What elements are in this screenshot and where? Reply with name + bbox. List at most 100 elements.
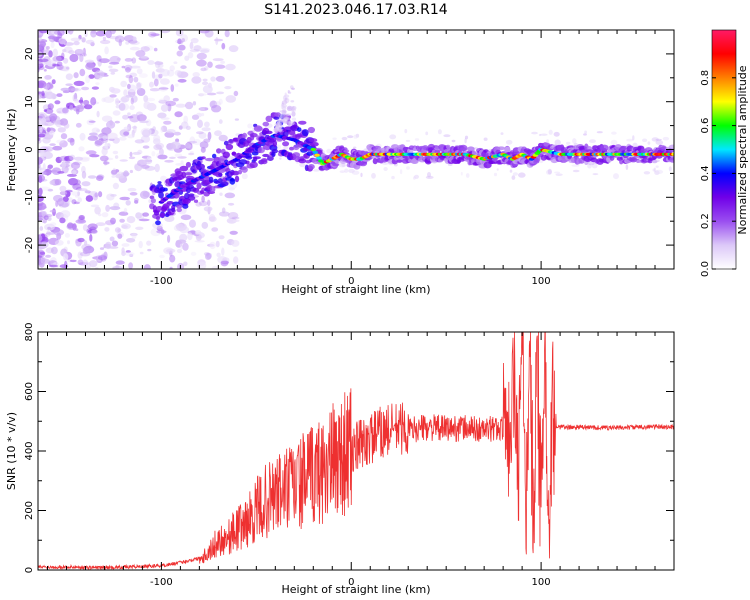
spectral-peak (316, 156, 322, 160)
spectral-blob (194, 230, 202, 235)
spectral-blob (145, 97, 156, 102)
spectral-blob (165, 100, 177, 107)
spectral-blob (425, 131, 429, 136)
spectral-blob (284, 120, 289, 124)
spectral-blob (203, 206, 213, 212)
spectral-blob (95, 30, 106, 37)
spectral-blob (198, 107, 209, 111)
spectral-blob (197, 261, 207, 269)
spectral-blob (146, 240, 152, 246)
spectral-blob (129, 151, 133, 157)
spectral-blob (190, 37, 199, 44)
spectral-blob (496, 168, 499, 171)
spectral-blob (115, 173, 125, 179)
spectral-blob (511, 175, 516, 180)
spectral-blob (94, 206, 101, 215)
spectral-blob (44, 108, 54, 114)
spectral-blob (184, 142, 192, 149)
spectral-blob (82, 247, 89, 255)
snr-y-tick-label: 600 (24, 382, 35, 401)
spectral-blob (348, 168, 355, 173)
spectral-blob (199, 30, 210, 34)
spectral-blob (371, 172, 376, 179)
spectral-blob (187, 140, 198, 144)
spectral-blob (271, 148, 278, 154)
spectral-blob (57, 111, 62, 114)
spectral-blob (38, 195, 44, 202)
spectral-blob (566, 141, 571, 145)
spectral-blob (176, 40, 184, 45)
spectral-blob (72, 161, 82, 166)
spectral-blob (168, 156, 176, 159)
spectral-blob (114, 155, 119, 159)
spectral-blob (118, 211, 129, 216)
spectral-peak (318, 159, 324, 163)
spectral-blob (39, 226, 44, 231)
spectral-blob (326, 148, 332, 154)
spectral-blob (208, 216, 217, 222)
spectral-blob (85, 150, 97, 155)
spectral-blob (282, 105, 286, 112)
spectrogram-x-ticks: -100 0 100 (46, 30, 675, 287)
spectral-blob (63, 42, 74, 46)
spectral-blob (202, 81, 209, 86)
spectral-blob (546, 139, 549, 144)
spectral-blob (195, 201, 202, 207)
spectral-blob (88, 191, 98, 196)
spectral-blob (256, 126, 263, 131)
spectral-blob (150, 198, 156, 204)
spectral-blob (79, 53, 84, 63)
spectral-blob (129, 40, 140, 46)
spectral-blob (218, 211, 230, 217)
spectral-blob (396, 159, 403, 163)
spectrogram-y-tick-label: 20 (24, 48, 35, 61)
spectral-blob (406, 166, 410, 170)
spectral-blob (71, 199, 77, 205)
spectral-blob (129, 192, 138, 196)
spectral-blob (465, 173, 470, 178)
spectral-blob (66, 173, 77, 177)
spectral-blob (187, 232, 193, 241)
spectral-blob (591, 163, 598, 169)
spectral-blob (109, 119, 113, 126)
spectral-blob (119, 218, 125, 223)
spectral-blob (111, 169, 118, 175)
spectral-blob (44, 223, 55, 231)
spectral-blob (175, 204, 183, 209)
spectral-blob (154, 60, 161, 69)
spectral-blob (38, 58, 49, 63)
spectral-blob (73, 80, 85, 86)
spectral-blob (48, 50, 53, 58)
spectral-blob (647, 141, 651, 145)
spectral-blob (483, 137, 488, 141)
spectral-blob (220, 260, 230, 265)
spectral-blob (123, 131, 129, 136)
spectral-blob (207, 131, 212, 141)
spectral-blob (109, 206, 121, 211)
spectral-blob (54, 30, 61, 35)
colorbar-ticks: 0.0 0.2 0.4 0.6 0.8 (700, 70, 736, 277)
spectral-blob (60, 87, 70, 92)
spectral-blob (183, 261, 188, 267)
spectral-blob (66, 66, 70, 70)
snr-y-tick-label: 0 (24, 567, 35, 573)
spectral-blob (43, 215, 49, 221)
spectral-blob (112, 150, 119, 155)
snr-y-tick-label: 800 (24, 322, 35, 341)
spectral-blob (225, 143, 234, 151)
spectral-blob (100, 39, 111, 45)
spectral-blob (54, 100, 61, 105)
spectral-blob (111, 175, 116, 178)
spectral-blob (163, 120, 172, 125)
spectral-blob (53, 229, 65, 236)
colorbar-gradient (712, 30, 736, 269)
spectral-blob (62, 196, 69, 203)
spectral-blob (158, 87, 169, 90)
spectral-blob (119, 159, 128, 162)
spectral-blob (96, 255, 102, 262)
spectral-peak (671, 152, 674, 156)
spectral-blob (505, 139, 513, 145)
spectral-blob (87, 135, 99, 141)
spectral-blob (85, 62, 95, 70)
